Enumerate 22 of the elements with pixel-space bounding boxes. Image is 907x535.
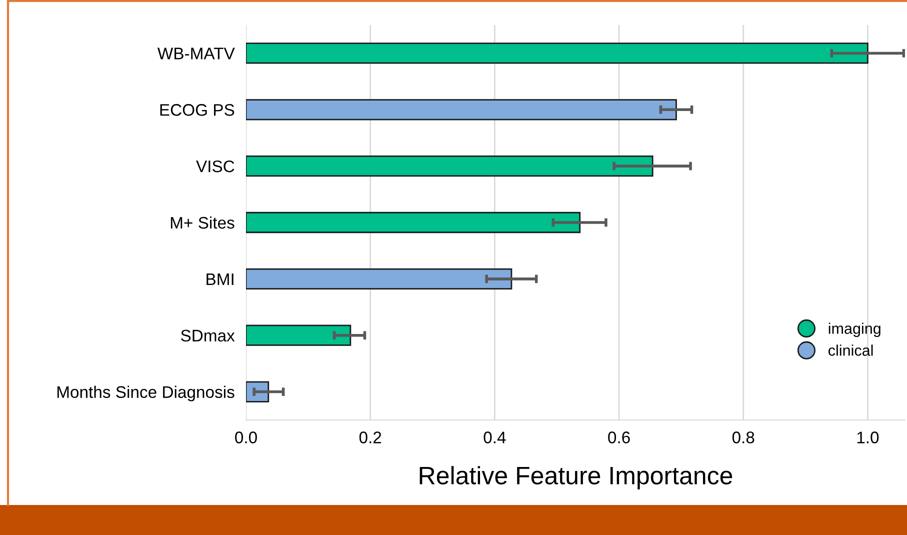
- x-tick-label: 0.0: [235, 432, 257, 444]
- x-tick-label: 0.2: [359, 432, 382, 444]
- y-tick-label: M+ Sites: [170, 216, 234, 229]
- x-axis-title: Relative Feature Importance: [420, 466, 732, 490]
- y-tick-label: BMI: [206, 274, 234, 285]
- x-tick-label: 1.0: [857, 432, 879, 444]
- y-tick-label: VISC: [196, 160, 234, 172]
- x-tick-label: 0.8: [732, 432, 754, 444]
- legend-label: clinical: [828, 344, 873, 356]
- y-tick-label: SDmax: [181, 330, 235, 342]
- y-tick-label: Months Since Diagnosis: [57, 386, 234, 402]
- bar: [246, 268, 512, 290]
- y-tick-label: WB-MATV: [157, 48, 235, 60]
- bar: [246, 212, 581, 234]
- y-tick-label: ECOG PS: [160, 104, 234, 116]
- bar: [246, 99, 677, 120]
- bar: [246, 324, 352, 346]
- legend-label: imaging: [828, 322, 880, 337]
- bar: [246, 42, 868, 64]
- x-tick-label: 0.6: [608, 432, 630, 444]
- bar: [246, 156, 654, 177]
- x-tick-label: 0.4: [484, 432, 506, 444]
